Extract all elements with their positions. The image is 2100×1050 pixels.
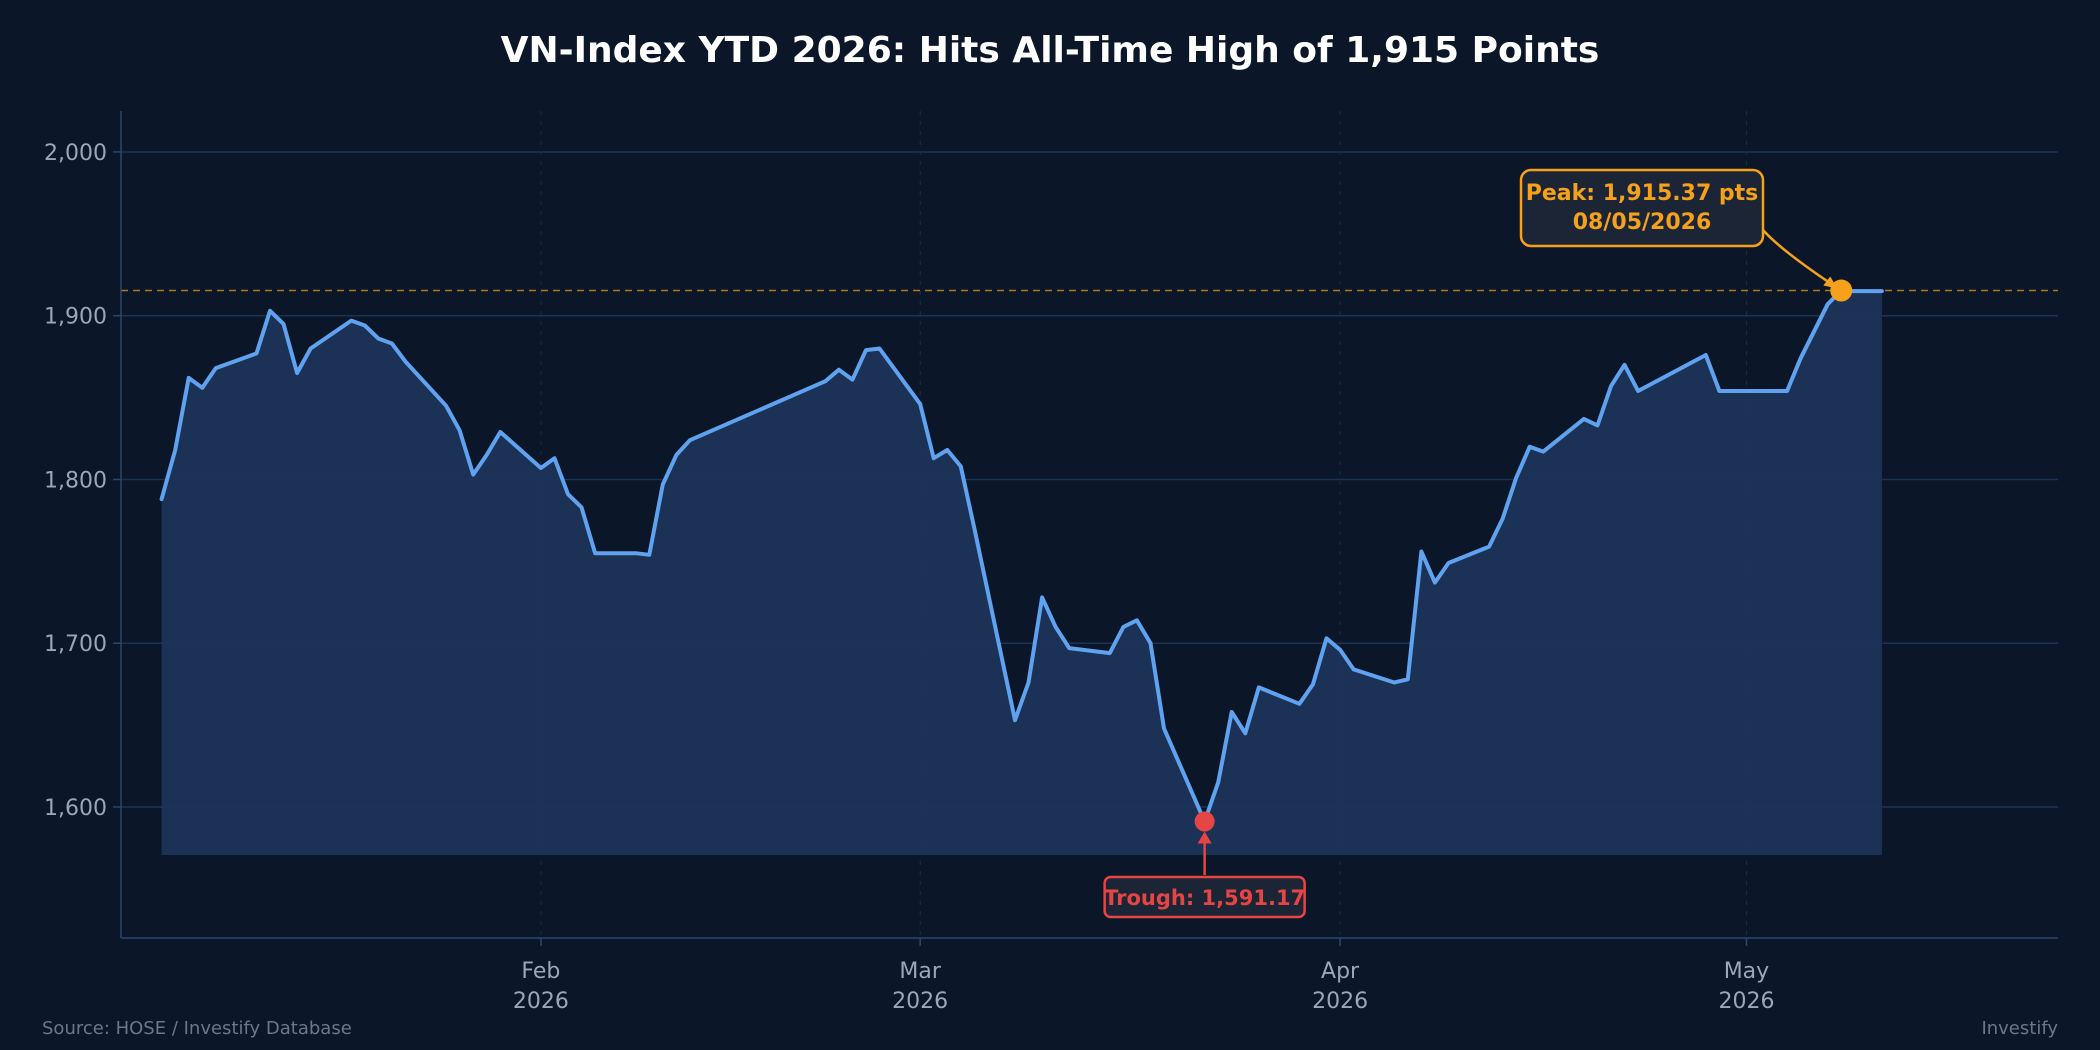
- annotation-layer: Peak: 1,915.37 pts 08/05/2026 Trough: 1,59…: [1103, 168, 1853, 919]
- y-tick-label: 2,000: [44, 141, 107, 166]
- line-layer: [159, 288, 1884, 824]
- y-tick-label: 1,800: [44, 468, 107, 493]
- peak-label-value: Peak: 1,915.37 pts: [1526, 181, 1759, 206]
- y-tick-label: 1,700: [44, 632, 107, 657]
- series-line: [159, 288, 1884, 824]
- axis-layer: 1,600 1,700 1,800 1,900 2,000 Feb 2026 Mar 2026 A…: [44, 111, 2058, 1014]
- peak-connector: [1762, 229, 1836, 288]
- y-tick-label: 1,600: [44, 796, 107, 821]
- source-note: Source: HOSE / Investify Database: [42, 1018, 352, 1039]
- brand-label: Investify: [1981, 1018, 2058, 1039]
- x-tick-label: Mar: [899, 959, 941, 984]
- trough-label-box: [1103, 875, 1306, 919]
- x-tick-sublabel: 2026: [892, 989, 948, 1014]
- trough-label: Trough: 1,591.17: [1104, 886, 1305, 910]
- peak-label-date: 08/05/2026: [1573, 210, 1712, 235]
- x-tick-label: May: [1724, 959, 1769, 984]
- x-tick-sublabel: 2026: [1718, 989, 1774, 1014]
- area-layer: [161, 290, 1882, 855]
- peak-label-box: [1519, 168, 1765, 248]
- chart-title: VN-Index YTD 2026: Hits All-Time High of…: [500, 30, 1600, 71]
- x-tick-label: Apr: [1321, 959, 1360, 984]
- trough-arrowhead: [1197, 831, 1212, 844]
- x-tick-sublabel: 2026: [513, 989, 569, 1014]
- x-tick-sublabel: 2026: [1312, 989, 1368, 1014]
- y-tick-label: 1,900: [44, 305, 107, 330]
- trough-marker: [1194, 811, 1215, 832]
- x-tick-label: Feb: [521, 959, 560, 984]
- peak-marker: [1830, 279, 1853, 302]
- series-area: [161, 290, 1882, 855]
